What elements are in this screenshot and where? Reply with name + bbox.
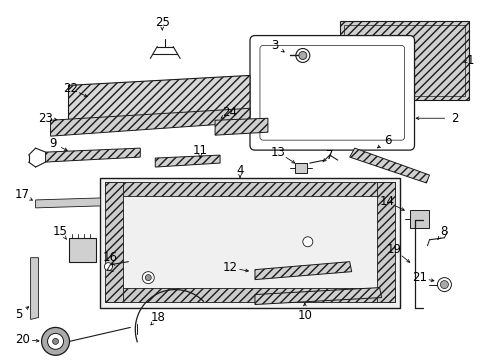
Text: 25: 25	[155, 16, 169, 29]
Text: 24: 24	[222, 106, 237, 119]
Bar	[100, 178, 399, 307]
Text: 23: 23	[38, 112, 53, 125]
Polygon shape	[349, 148, 428, 183]
Text: 14: 14	[379, 195, 394, 208]
Text: 21: 21	[411, 271, 426, 284]
Circle shape	[47, 333, 63, 349]
Bar	[408, 210, 428, 228]
Polygon shape	[50, 108, 249, 136]
Text: 22: 22	[63, 82, 78, 95]
Bar	[376, 182, 394, 302]
Text: 7: 7	[325, 149, 333, 162]
Bar	[105, 288, 394, 302]
Bar	[105, 182, 123, 302]
Circle shape	[298, 51, 306, 59]
Circle shape	[437, 278, 450, 292]
Bar	[105, 182, 394, 196]
Circle shape	[142, 272, 154, 284]
Circle shape	[440, 280, 447, 289]
Text: 11: 11	[192, 144, 207, 157]
Text: 10: 10	[297, 309, 312, 322]
Polygon shape	[45, 148, 140, 162]
Polygon shape	[155, 155, 220, 167]
Circle shape	[52, 338, 59, 345]
Circle shape	[302, 237, 312, 247]
Polygon shape	[36, 198, 100, 208]
Text: 20: 20	[15, 333, 30, 346]
Circle shape	[145, 275, 151, 280]
Polygon shape	[215, 118, 267, 135]
Text: 4: 4	[236, 163, 243, 176]
Text: 17: 17	[15, 188, 30, 202]
Polygon shape	[68, 75, 249, 130]
Bar	[68, 238, 96, 262]
Text: 3: 3	[271, 39, 278, 52]
Text: 12: 12	[222, 261, 237, 274]
Bar	[343, 24, 465, 96]
Text: 1: 1	[466, 54, 473, 67]
Text: 9: 9	[49, 137, 56, 150]
FancyBboxPatch shape	[249, 36, 414, 150]
Bar	[339, 21, 468, 100]
Text: 8: 8	[440, 225, 447, 238]
Text: 16: 16	[102, 251, 118, 264]
Text: 2: 2	[450, 112, 457, 125]
Text: 6: 6	[383, 134, 390, 147]
Polygon shape	[254, 288, 381, 305]
Polygon shape	[31, 258, 39, 319]
Circle shape	[41, 328, 69, 355]
Polygon shape	[254, 262, 351, 280]
Bar	[294, 163, 306, 173]
Text: 18: 18	[150, 311, 165, 324]
Circle shape	[104, 263, 112, 271]
Text: 13: 13	[270, 145, 285, 159]
Circle shape	[295, 49, 309, 62]
Text: 19: 19	[386, 243, 401, 256]
Text: 5: 5	[15, 308, 22, 321]
Text: 15: 15	[53, 225, 68, 238]
